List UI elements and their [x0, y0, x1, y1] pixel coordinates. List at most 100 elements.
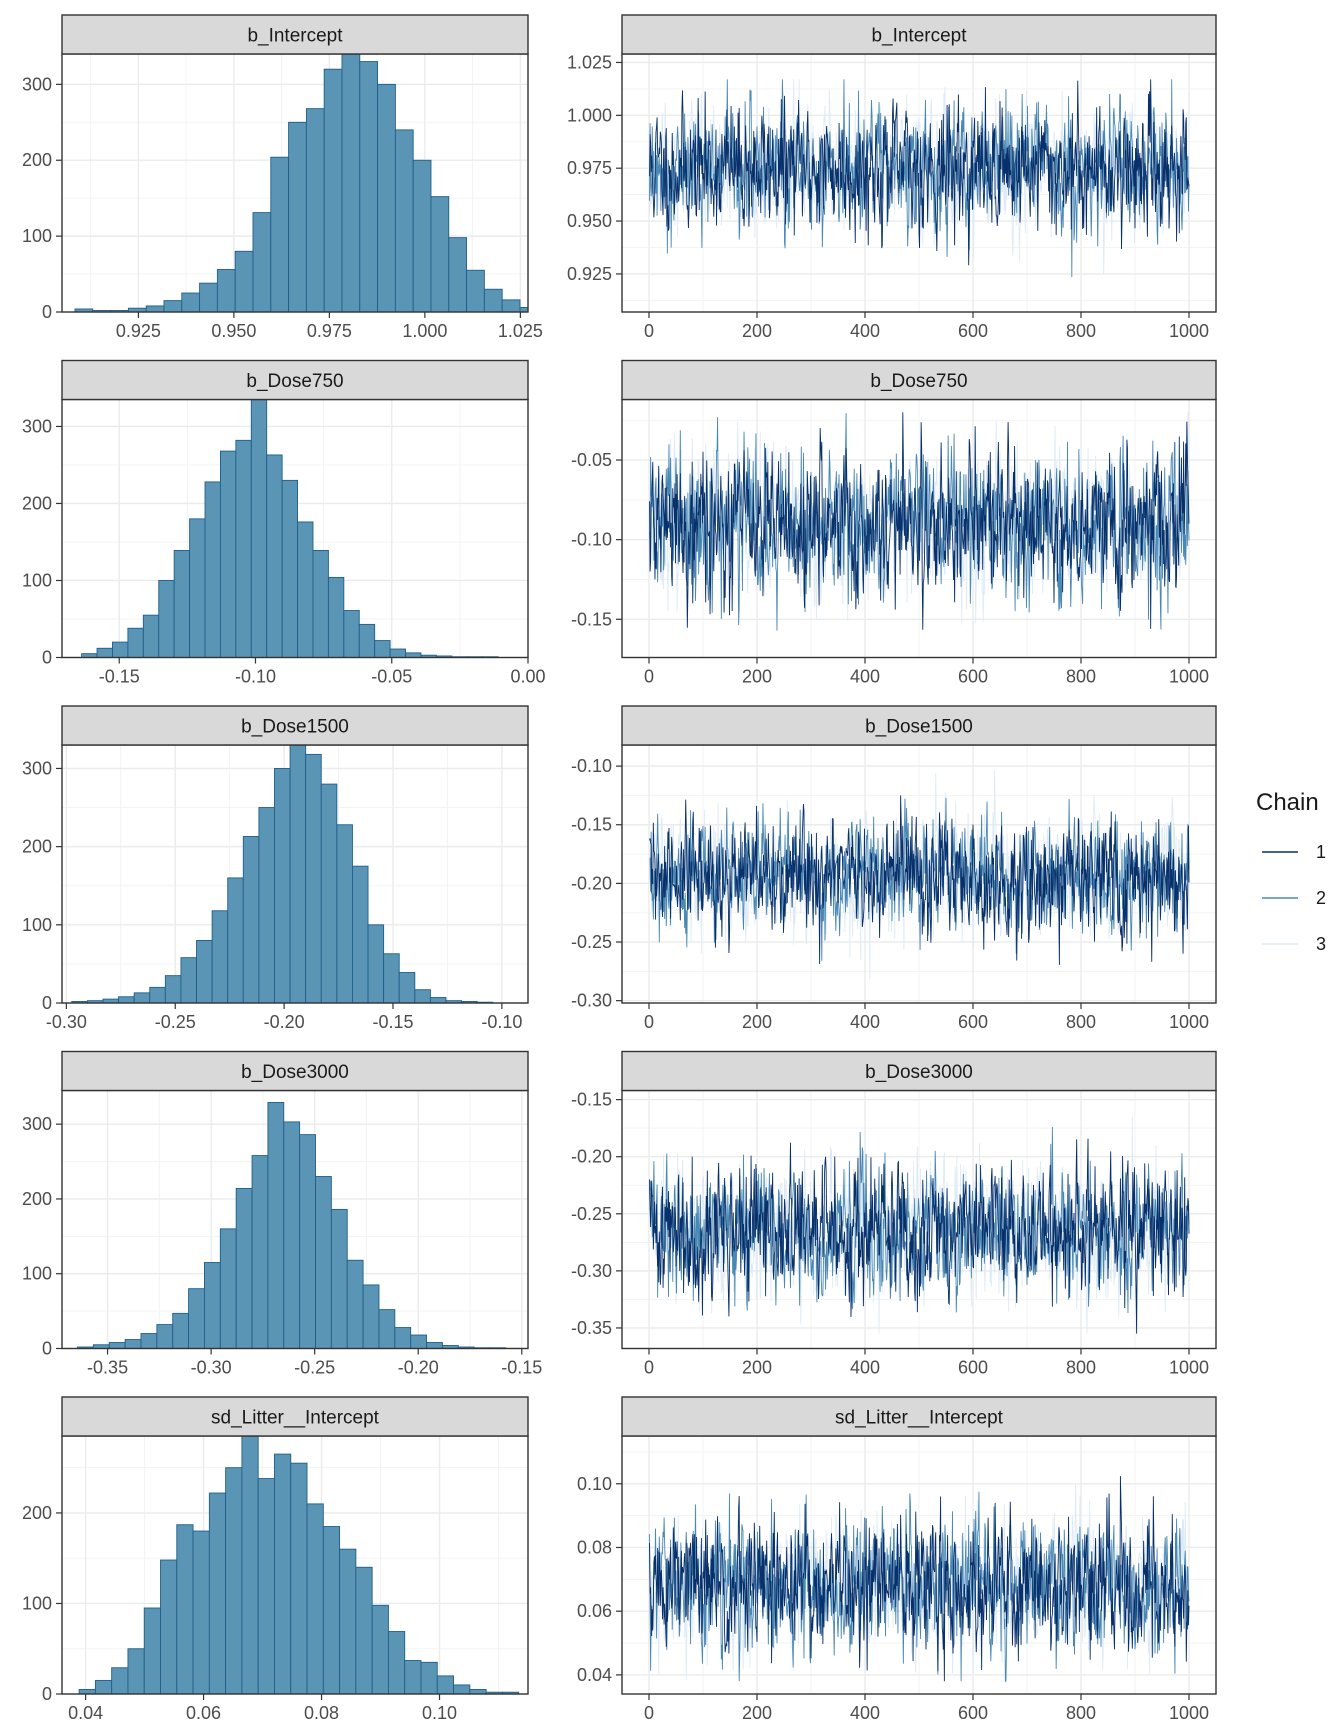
- hist-bar: [436, 1675, 455, 1694]
- hist-bar: [149, 986, 166, 1003]
- hist-bar: [180, 957, 197, 1003]
- x-tick-label: 800: [1066, 1012, 1096, 1032]
- legend-label-chain-1: 1: [1316, 842, 1326, 862]
- y-tick-label: 1.025: [567, 52, 612, 72]
- hist-bar: [290, 1462, 308, 1694]
- x-tick-label: -0.30: [191, 1358, 232, 1378]
- x-tick-label: 0.950: [211, 321, 256, 341]
- hist-bar: [362, 1284, 380, 1349]
- hist-bar: [394, 1327, 412, 1349]
- hist-bar: [412, 159, 432, 312]
- hist-bar: [448, 237, 468, 312]
- hist-bar: [410, 1334, 428, 1349]
- chain-legend: Chain 1 2 3: [1256, 789, 1326, 954]
- hist-bar: [118, 996, 135, 1003]
- y-tick-label: 0: [42, 648, 52, 668]
- hist-bar: [208, 1492, 227, 1694]
- hist-bar: [377, 83, 396, 312]
- y-tick-label: 300: [22, 758, 52, 778]
- hist-bar: [235, 1188, 253, 1349]
- hist-bar: [234, 250, 254, 312]
- x-tick-label: -0.15: [99, 667, 140, 687]
- y-tick-label: -0.35: [571, 1318, 612, 1338]
- x-tick-label: -0.25: [294, 1358, 335, 1378]
- x-tick-label: 400: [850, 321, 880, 341]
- legend-title: Chain: [1256, 789, 1319, 816]
- x-tick-label: 0: [644, 1012, 654, 1032]
- facet-strip: [61, 705, 529, 746]
- x-tick-label: -0.20: [398, 1358, 439, 1378]
- facet-strip-label: b_Dose750: [246, 371, 343, 392]
- x-tick-label: 200: [742, 1703, 772, 1723]
- y-tick-label: 200: [22, 1189, 52, 1209]
- x-tick-label: 600: [958, 667, 988, 687]
- hist-bar: [315, 1176, 332, 1349]
- trace-marks: [649, 79, 1190, 278]
- y-tick-label: 100: [22, 915, 52, 935]
- hist-bar: [216, 269, 236, 312]
- x-tick-label: 0.10: [422, 1703, 457, 1723]
- facet-strip: [621, 359, 1217, 401]
- y-tick-label: 100: [22, 1264, 52, 1284]
- hist-bar: [267, 1102, 285, 1349]
- y-tick-label: -0.05: [571, 450, 612, 470]
- hist-bar: [346, 1259, 364, 1349]
- hist-bar: [140, 1333, 158, 1349]
- histogram-marks: [71, 745, 494, 1003]
- panel-trace-3: b_Dose1500 0 200 400 600 800 1000 -0.30 -0.25 -0.…: [571, 705, 1217, 1032]
- facet-strip-label: b_Intercept: [247, 26, 343, 47]
- hist-bar: [127, 1648, 145, 1694]
- hist-bar: [133, 992, 151, 1003]
- hist-bar: [330, 1208, 348, 1349]
- hist-bar: [519, 306, 528, 312]
- hist-bar: [163, 300, 183, 312]
- histogram-marks: [77, 1102, 507, 1349]
- hist-bar: [266, 454, 283, 658]
- x-tick-label: -0.35: [87, 1358, 128, 1378]
- hist-bar: [176, 1524, 194, 1694]
- hist-bar: [312, 549, 329, 658]
- hist-bar: [355, 1566, 373, 1694]
- x-tick-label: 1.000: [402, 321, 447, 341]
- hist-bar: [242, 836, 260, 1003]
- y-tick-label: 0: [42, 1339, 52, 1359]
- x-tick-label: 0.925: [116, 321, 161, 341]
- hist-bar: [250, 399, 268, 658]
- y-tick-label: 0.975: [567, 158, 612, 178]
- y-tick-label: -0.20: [571, 873, 612, 893]
- hist-bar: [199, 282, 218, 312]
- x-tick-label: 400: [850, 1703, 880, 1723]
- y-tick-label: -0.25: [571, 932, 612, 952]
- x-tick-label: 1000: [1169, 321, 1209, 341]
- y-tick-label: -0.20: [571, 1147, 612, 1167]
- hist-bar: [426, 1342, 443, 1349]
- hist-bar: [288, 121, 307, 312]
- trace-line-chain-1: [649, 1476, 1190, 1682]
- hist-bar: [219, 1228, 237, 1349]
- y-tick-label: 100: [22, 1593, 52, 1613]
- x-tick-label: 600: [958, 1358, 988, 1378]
- hist-bar: [339, 1548, 357, 1694]
- hist-bar: [341, 54, 361, 312]
- hist-bar: [124, 1339, 142, 1349]
- y-tick-label: -0.30: [571, 1261, 612, 1281]
- hist-bar: [404, 1660, 422, 1694]
- hist-bar: [251, 1155, 269, 1349]
- hist-bar: [173, 549, 191, 658]
- hist-bar: [306, 1503, 324, 1694]
- hist-bar: [204, 1262, 221, 1349]
- panel-histogram-5: sd_Litter__Intercept 0.04 0.06 0.08 0.10 0 100…: [22, 1396, 529, 1723]
- hist-bar: [274, 1453, 292, 1694]
- hist-bar: [127, 627, 144, 658]
- y-tick-label: -0.15: [571, 609, 612, 629]
- facet-strip: [621, 14, 1217, 55]
- x-tick-label: -0.30: [46, 1012, 87, 1032]
- hist-bar: [192, 1530, 210, 1694]
- hist-bar: [172, 1312, 190, 1349]
- hist-bar: [158, 580, 175, 658]
- y-tick-label: 0: [42, 302, 52, 322]
- y-tick-label: 200: [22, 493, 52, 513]
- trace-line-chain-2: [649, 79, 1190, 278]
- hist-bar: [398, 972, 416, 1003]
